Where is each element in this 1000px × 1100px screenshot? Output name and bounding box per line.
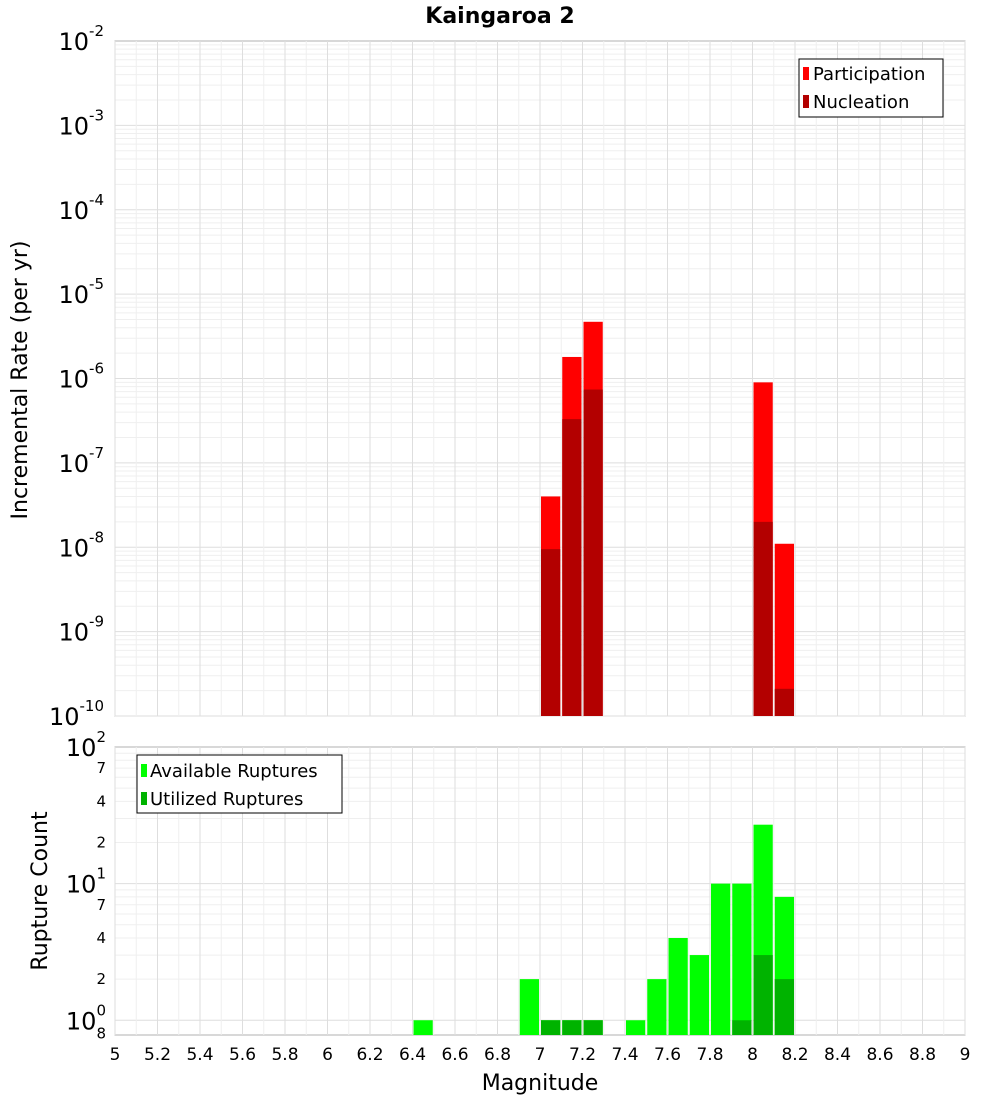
legend-label-participation: Participation [813, 64, 925, 85]
y-tick-label: 10-3 [58, 106, 104, 140]
bar-available-ruptures [689, 955, 709, 1035]
bar-utilized-ruptures [753, 955, 773, 1035]
y-tick-label: 101 [66, 865, 106, 899]
bar-nucleation [583, 389, 603, 716]
legend-swatch-nucleation [803, 95, 809, 108]
chart-title: Kaingaroa 2 [425, 4, 574, 29]
bottom-legend: Available Ruptures Utilized Ruptures [136, 754, 343, 814]
x-tick-label: 7.8 [696, 1045, 723, 1065]
bar-available-ruptures [626, 1020, 646, 1035]
bottom-legend-box [136, 754, 343, 814]
x-tick-label: 5.4 [186, 1045, 213, 1065]
bar-utilized-ruptures [583, 1020, 603, 1035]
bar-available-ruptures [519, 979, 539, 1035]
top-grid [114, 41, 966, 717]
legend-swatch-participation [803, 67, 809, 80]
y-tick-label: 100 [66, 1001, 106, 1035]
x-tick-label: 8 [747, 1045, 758, 1065]
x-tick-label: 5.2 [144, 1045, 171, 1065]
top-legend: Participation Nucleation [798, 58, 944, 118]
bar-nucleation [774, 688, 794, 716]
y-tick-label: 4 [96, 929, 106, 947]
top-legend-box [798, 58, 944, 118]
bar-utilized-ruptures [732, 1020, 752, 1035]
legend-swatch-available [141, 764, 147, 777]
y-tick-label: 2 [96, 970, 106, 988]
bar-nucleation [562, 419, 582, 716]
y-tick-label: 10-6 [58, 360, 104, 394]
y-tick-label: 7 [96, 896, 106, 914]
y-tick-label: 10-2 [58, 22, 104, 56]
bar-utilized-ruptures [541, 1020, 561, 1035]
x-tick-label: 7.4 [611, 1045, 638, 1065]
y-tick-label: 2 [96, 833, 106, 851]
y-tick-label: 10-7 [58, 444, 104, 478]
legend-label-utilized: Utilized Ruptures [150, 789, 303, 810]
y-tick-label: 10-5 [58, 275, 104, 309]
bottom-bars [413, 824, 794, 1035]
x-tick-label: 6 [322, 1045, 333, 1065]
bar-available-ruptures [668, 937, 688, 1035]
x-tick-label: 7.2 [569, 1045, 596, 1065]
y-tick-label: 7 [96, 759, 106, 777]
y-tick-label: 4 [96, 792, 106, 810]
bar-utilized-ruptures [562, 1020, 582, 1035]
x-tick-label: 8.8 [909, 1045, 936, 1065]
y-tick-label: 10-4 [58, 191, 104, 225]
x-tick-label: 8.6 [866, 1045, 893, 1065]
legend-label-available: Available Ruptures [150, 761, 318, 782]
x-tick-label: 5.6 [229, 1045, 256, 1065]
top-plot-panel: 10-2 10-3 10-4 10-5 10-6 10-7 10-8 10-9 10-10 Pa… [8, 22, 966, 731]
y-tick-label: 10-9 [58, 613, 104, 647]
x-tick-label: 7.6 [654, 1045, 681, 1065]
x-tick-label: 6.2 [356, 1045, 383, 1065]
bar-participation [774, 543, 794, 716]
x-tick-label: 6.4 [399, 1045, 426, 1065]
top-y-ticks: 10-2 10-3 10-4 10-5 10-6 10-7 10-8 10-9 10-10 [49, 22, 104, 731]
y-tick-label: 102 [66, 728, 106, 762]
x-tick-label: 8.2 [781, 1045, 808, 1065]
bar-available-ruptures [732, 883, 752, 1035]
x-ticks: 5 5.2 5.4 5.6 5.8 6 6.2 6.4 6.6 6.8 7 7.2 7.4 7.6 7.8 8… [110, 1045, 971, 1065]
x-axis-label: Magnitude [482, 1071, 599, 1096]
x-tick-label: 8.4 [824, 1045, 851, 1065]
x-tick-label: 9 [960, 1045, 971, 1065]
bar-available-ruptures [647, 979, 667, 1035]
x-tick-label: 6.6 [441, 1045, 468, 1065]
bar-available-ruptures [711, 883, 731, 1035]
bottom-y-axis-label: Rupture Count [28, 811, 53, 971]
legend-label-nucleation: Nucleation [813, 92, 909, 113]
y-tick-label: 10-8 [58, 528, 104, 562]
bar-nucleation [541, 549, 561, 716]
legend-swatch-utilized [141, 792, 147, 805]
y-tick-label: 8 [96, 1024, 106, 1042]
top-bars [541, 321, 794, 716]
bar-nucleation [753, 521, 773, 716]
y-tick-label: 10-10 [49, 697, 104, 731]
x-tick-label: 5.8 [271, 1045, 298, 1065]
x-tick-label: 5 [110, 1045, 121, 1065]
bar-available-ruptures [413, 1020, 433, 1035]
top-y-axis-label: Incremental Rate (per yr) [8, 241, 33, 520]
x-tick-label: 7 [535, 1045, 546, 1065]
x-tick-label: 6.8 [484, 1045, 511, 1065]
bar-utilized-ruptures [774, 979, 794, 1035]
